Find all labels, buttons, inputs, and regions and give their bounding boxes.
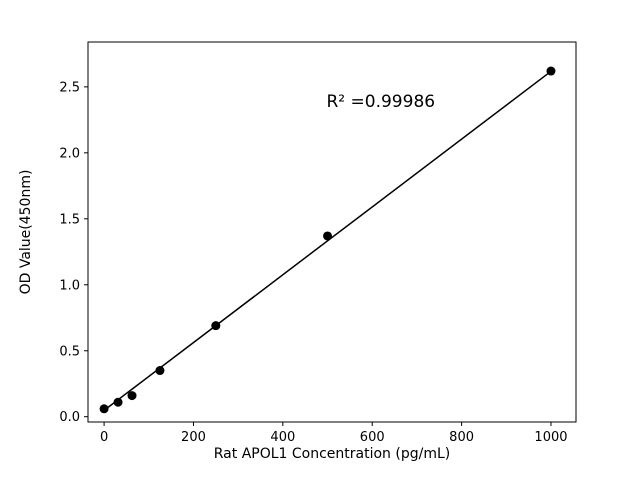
data-point [127, 391, 137, 401]
x-axis-label: Rat APOL1 Concentration (pg/mL) [214, 446, 450, 462]
data-point [99, 404, 109, 414]
y-tick-label: 0.0 [59, 410, 80, 425]
data-point [323, 231, 333, 241]
y-tick-label: 0.5 [59, 344, 80, 359]
x-tick-label: 400 [270, 430, 295, 445]
data-point [113, 397, 123, 407]
x-tick-label: 1000 [534, 430, 567, 445]
y-tick-label: 2.5 [59, 80, 80, 95]
x-tick-label: 600 [360, 430, 385, 445]
r-squared-annotation: R² =0.99986 [327, 92, 436, 112]
y-tick-label: 1.5 [59, 212, 80, 227]
fit-line [103, 70, 552, 411]
y-tick-label: 1.0 [59, 278, 80, 293]
x-tick-label: 0 [100, 430, 108, 445]
plot-border [87, 41, 577, 423]
y-axis-label: OD Value(450nm) [18, 170, 34, 295]
data-point [546, 66, 556, 76]
x-tick-label: 800 [449, 430, 474, 445]
data-point [155, 366, 165, 376]
y-tick-label: 2.0 [59, 146, 80, 161]
data-point [211, 321, 221, 331]
x-tick-label: 200 [181, 430, 206, 445]
